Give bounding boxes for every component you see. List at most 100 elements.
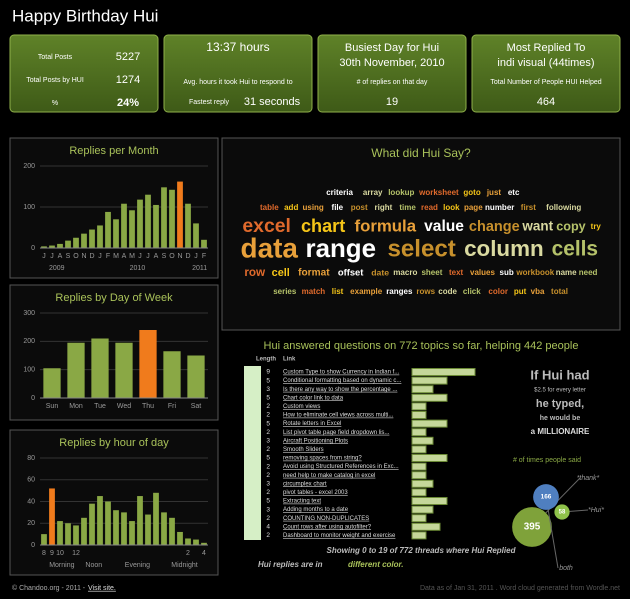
kpi-headline: Most Replied To [507,42,586,54]
topic-link[interactable]: How to eliminate cell views across multi… [283,413,394,419]
length-bar [411,505,434,514]
sidebar-line: he would be [540,415,581,422]
topic-link[interactable]: Adding months to a date [283,507,349,513]
cloud-word: code [438,287,457,296]
length-bar [411,411,427,419]
bar [137,199,143,248]
bubble-value: 395 [524,522,541,533]
bar [105,501,111,545]
topic-link[interactable]: COUNTING NON-DUPLICATES [283,516,369,522]
x-tick-label: S [66,253,71,260]
topic-link[interactable]: Is there any way to show the percentage … [283,387,398,393]
length-bar [411,488,427,497]
kpi-headline: Busiest Day for Hui [345,42,439,54]
footer-link[interactable]: Visit site. [88,585,116,592]
cloud-word: values [470,268,495,277]
scrollbar[interactable] [244,366,261,540]
topic-link[interactable]: Avoid using Structured References in Exc… [283,464,399,470]
bubble-label: both [559,565,573,572]
length-cell: 2 [266,472,270,479]
topic-link[interactable]: pivot tables - excel 2003 [283,490,348,496]
x-tick-label: M [113,253,119,260]
length-cell: 2 [266,515,270,522]
cloud-word: series [273,287,297,296]
cloud-word: goto [463,188,480,197]
sidebar-line: he typed, [536,398,584,410]
length-cell: 3 [266,386,270,393]
topic-link[interactable]: Aircraft Positioning Plots [283,438,348,444]
cloud-word: file [332,203,344,212]
cloud-word: page [464,203,483,212]
topic-link[interactable]: circumplex chart [283,481,327,487]
cloud-word: click [463,287,481,296]
bar [137,496,143,545]
cloud-word: first [521,203,536,212]
bar [187,355,205,398]
bar [97,225,103,248]
sidebar-line: a MILLIONAIRE [531,427,590,436]
x-tick-label: A [122,253,127,260]
length-cell: 5 [266,455,270,462]
topic-link[interactable]: Dashboard to monitor weight and exercise [283,533,396,539]
cloud-word: just [486,188,502,197]
topic-link[interactable]: List pivot table page field dropdown lis… [283,430,390,436]
topic-link[interactable]: need help to make catalog in excel [283,473,375,479]
kpi-card [9,34,159,113]
x-tick-label: Thu [142,403,154,410]
cloud-word: need [579,268,598,277]
bubble-label: *thank* [577,475,600,482]
bar [41,534,47,545]
topic-link[interactable]: Custom views [283,404,320,410]
y-tick-label: 0 [31,395,35,402]
x-tick-label: F [202,253,206,260]
bar [177,531,183,545]
length-cell: 5 [266,395,270,402]
bar [201,239,207,248]
topic-link[interactable]: Extracting text [283,499,321,505]
x-tick-label: J [50,253,54,260]
length-bar [411,445,427,454]
topic-link[interactable]: Conditional formatting based on dynamic … [283,378,402,384]
x-tick-label: O [73,253,79,260]
x-tick-label: 10 [56,550,64,557]
y-tick-label: 60 [27,477,35,484]
cloud-word: vba [531,287,545,296]
kpi-note: Avg. hours it took Hui to respond to [183,79,292,86]
x-tick-label: M [129,253,135,260]
cloud-word: array [363,188,383,197]
cloud-word: data [241,232,299,263]
topic-link[interactable]: Chart color link to data [283,395,344,401]
bar [201,542,207,545]
cloud-word: macro [393,268,417,277]
topic-link[interactable]: Smooth Sliders [283,447,324,453]
chart-title: Replies by hour of day [59,437,169,449]
cloud-word: date [371,267,389,277]
length-cell: 3 [266,506,270,513]
topic-link[interactable]: Count rows after using autofilter? [283,524,372,530]
length-bar [411,428,427,437]
topic-link[interactable]: removing spaces from string? [283,456,362,462]
bubble [533,484,559,510]
bar [121,512,127,545]
footer-left: © Chandoo.org - 2011 - [12,584,86,592]
bar [161,512,167,545]
bubble-value: 58 [559,510,566,516]
x-tick-label: 9 [50,550,54,557]
topic-link[interactable]: Custom Type to show Currency in Indian f… [283,370,400,376]
x-tick-label: D [89,253,94,260]
kpi-headline: indi visual (44times) [497,57,594,69]
length-cell: 2 [266,403,270,410]
bar [163,351,181,398]
length-bar [411,376,448,385]
cloud-word: change [469,219,520,235]
length-cell: 2 [266,446,270,453]
x-group-label: 2009 [49,265,65,272]
length-cell: 4 [266,524,270,531]
cloud-word: cells [552,238,598,261]
length-cell: 3 [266,438,270,445]
length-cell: 5 [266,420,270,427]
length-bar [411,385,434,394]
topic-link[interactable]: Rotate letters in Excel [283,421,341,427]
y-tick-label: 200 [23,338,35,345]
x-group-label: Midnight [171,562,198,569]
